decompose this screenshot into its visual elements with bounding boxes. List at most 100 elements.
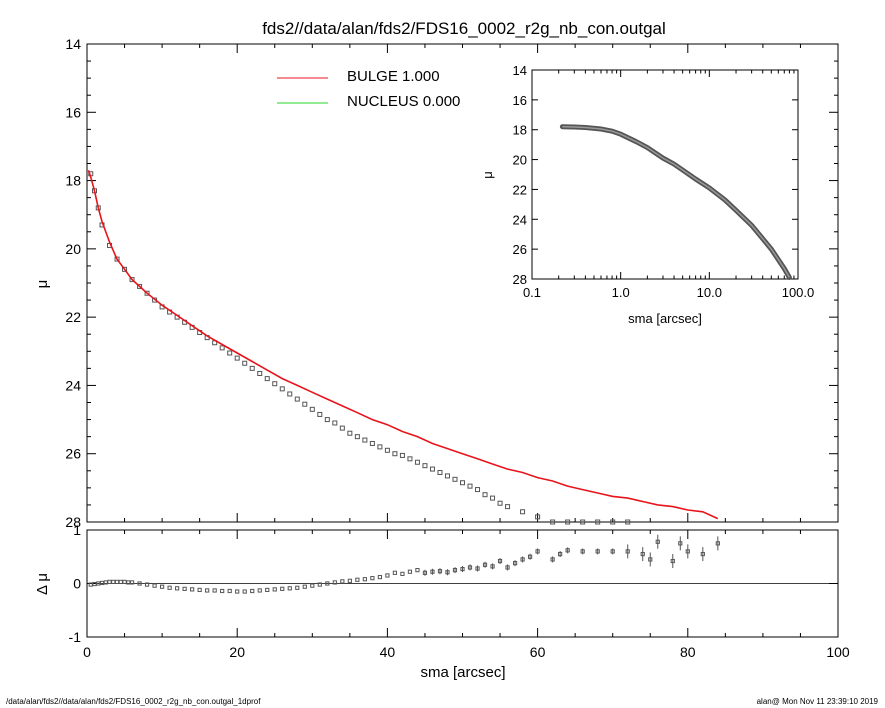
main-data-point <box>422 463 428 469</box>
main-data-point <box>339 425 345 431</box>
residual-data-point <box>175 586 180 591</box>
main-data-point <box>482 492 488 498</box>
residual-x-tick-label: 100 <box>826 644 850 660</box>
main-data-point <box>399 452 405 458</box>
residual-data-point <box>715 541 720 546</box>
residual-data-point <box>347 578 352 583</box>
chart-title: fds2//data/alan/fds2/FDS16_0002_r2g_nb_c… <box>262 19 666 38</box>
residual-y-tick-label: 1 <box>73 522 81 538</box>
residual-data-point <box>126 580 131 585</box>
residual-y-label: Δ μ <box>34 573 51 595</box>
legend-label-bulge: BULGE 1.000 <box>347 68 440 85</box>
residual-y-tick-label: 0 <box>73 576 81 592</box>
residual-y-tick-label: -1 <box>69 629 82 645</box>
main-data-point <box>264 376 270 382</box>
inset-y-tick-label: 18 <box>513 123 527 138</box>
residual-data-point <box>625 549 630 554</box>
residual-data-point <box>205 588 210 593</box>
residual-data-point <box>182 586 187 591</box>
residual-data-point <box>497 558 503 564</box>
main-data-point <box>332 420 338 426</box>
residual-data-point <box>220 588 225 594</box>
residual-data-point <box>190 587 195 592</box>
main-data-point <box>437 469 443 475</box>
main-data-point <box>384 447 390 453</box>
residual-data-point <box>512 561 518 566</box>
residual-data-point <box>467 565 473 570</box>
residual-data-point <box>640 551 645 557</box>
inset-x-tick-label: 0.1 <box>523 285 541 300</box>
residual-data-point <box>505 565 510 570</box>
main-data-point <box>317 411 323 417</box>
residual-x-tick-label: 60 <box>530 644 546 660</box>
main-data-point <box>114 256 120 262</box>
main-data-point <box>505 504 511 510</box>
inset-x-label: sma [arcsec] <box>628 311 702 326</box>
residual-data-point <box>137 581 142 586</box>
inset-y-tick-label: 16 <box>513 93 527 108</box>
footer-file-path: /data/alan/fds2//data/alan/fds2/FDS16_00… <box>6 697 261 706</box>
residual-data-point <box>685 549 690 554</box>
residual-data-point <box>310 583 315 588</box>
main-data-point <box>520 509 526 515</box>
residual-data-point <box>415 568 420 573</box>
residual-data-point <box>422 570 428 575</box>
main-data-point <box>497 500 503 506</box>
main-data-point <box>565 519 571 525</box>
main-y-tick-label: 26 <box>65 446 81 462</box>
residual-data-point <box>580 549 585 554</box>
main-data-point <box>392 451 398 457</box>
residual-data-point <box>527 554 533 559</box>
residual-data-point <box>302 584 307 589</box>
residual-y-axis: -1 0 1 <box>69 522 838 645</box>
residual-data-point <box>610 549 615 554</box>
residual-data-point <box>670 558 675 564</box>
residual-data-point <box>280 586 285 591</box>
residual-data-point <box>96 581 101 586</box>
residual-data-point <box>475 566 480 571</box>
residual-data-point <box>407 569 413 574</box>
footer-user-timestamp: alan@ Mon Nov 11 23:39:10 2019 <box>757 697 879 706</box>
main-y-tick-label: 20 <box>65 241 81 257</box>
inset-y-tick-label: 28 <box>513 272 527 287</box>
residual-data-point <box>678 541 683 546</box>
main-data-point <box>227 350 233 356</box>
main-data-point <box>279 386 285 392</box>
main-x-axis-ticks <box>86 44 839 522</box>
residual-data-point <box>265 587 270 593</box>
residual-data-point <box>385 573 390 578</box>
residual-data-point <box>118 579 123 584</box>
residual-data-point <box>114 579 120 584</box>
residual-x-tick-label: 20 <box>229 644 245 660</box>
main-data-point <box>324 417 330 423</box>
main-y-tick-label: 22 <box>65 309 81 325</box>
main-data-point <box>144 290 150 296</box>
main-data-point <box>129 277 135 283</box>
residual-data-point <box>392 570 398 575</box>
residual-data-point <box>250 588 255 594</box>
residual-x-tick-label: 40 <box>380 644 396 660</box>
residual-data-point <box>103 580 108 585</box>
main-data-point <box>257 370 263 376</box>
inset-y-label: μ <box>480 171 495 179</box>
main-data-point <box>625 519 631 525</box>
residual-data-point <box>340 579 345 584</box>
residual-data-point <box>452 568 458 573</box>
main-data-point <box>249 365 255 371</box>
residual-data-point <box>460 566 465 572</box>
residual-data-point <box>482 562 488 567</box>
main-data-point <box>137 283 143 289</box>
main-data-point <box>362 437 368 443</box>
residual-data-point <box>287 586 292 591</box>
bulge-series-line <box>87 170 719 520</box>
inset-data-centerline <box>562 125 791 278</box>
residual-data-point <box>490 564 495 569</box>
inset-y-tick-label: 22 <box>513 182 527 197</box>
main-data-point <box>414 459 420 465</box>
residual-data-point <box>107 579 112 584</box>
inset-y-axis: 14 16 18 20 22 24 26 28 <box>513 63 798 287</box>
residual-data-point <box>99 580 105 586</box>
main-data-point <box>294 396 300 402</box>
residual-data-point <box>595 549 600 554</box>
main-y-tick-label: 28 <box>65 514 81 530</box>
